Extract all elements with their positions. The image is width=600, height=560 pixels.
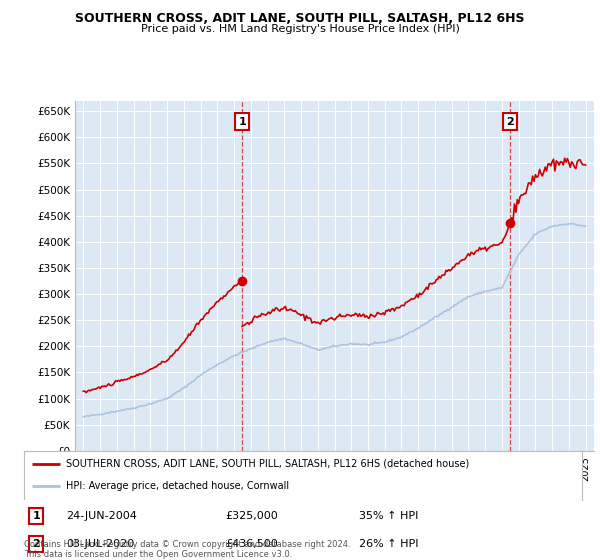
Text: HPI: Average price, detached house, Cornwall: HPI: Average price, detached house, Corn… <box>66 482 289 491</box>
Text: Price paid vs. HM Land Registry's House Price Index (HPI): Price paid vs. HM Land Registry's House … <box>140 24 460 34</box>
Text: £325,000: £325,000 <box>225 511 278 521</box>
Text: 35% ↑ HPI: 35% ↑ HPI <box>359 511 418 521</box>
Text: SOUTHERN CROSS, ADIT LANE, SOUTH PILL, SALTASH, PL12 6HS (detached house): SOUTHERN CROSS, ADIT LANE, SOUTH PILL, S… <box>66 459 469 469</box>
Text: 1: 1 <box>32 511 40 521</box>
Text: 24-JUN-2004: 24-JUN-2004 <box>66 511 137 521</box>
Text: 1: 1 <box>238 116 246 127</box>
Text: Contains HM Land Registry data © Crown copyright and database right 2024.
This d: Contains HM Land Registry data © Crown c… <box>24 540 350 559</box>
Text: £436,500: £436,500 <box>225 539 278 549</box>
Text: SOUTHERN CROSS, ADIT LANE, SOUTH PILL, SALTASH, PL12 6HS: SOUTHERN CROSS, ADIT LANE, SOUTH PILL, S… <box>75 12 525 25</box>
Text: 2: 2 <box>32 539 40 549</box>
Text: 26% ↑ HPI: 26% ↑ HPI <box>359 539 418 549</box>
Text: 03-JUL-2020: 03-JUL-2020 <box>66 539 134 549</box>
Text: 2: 2 <box>506 116 514 127</box>
